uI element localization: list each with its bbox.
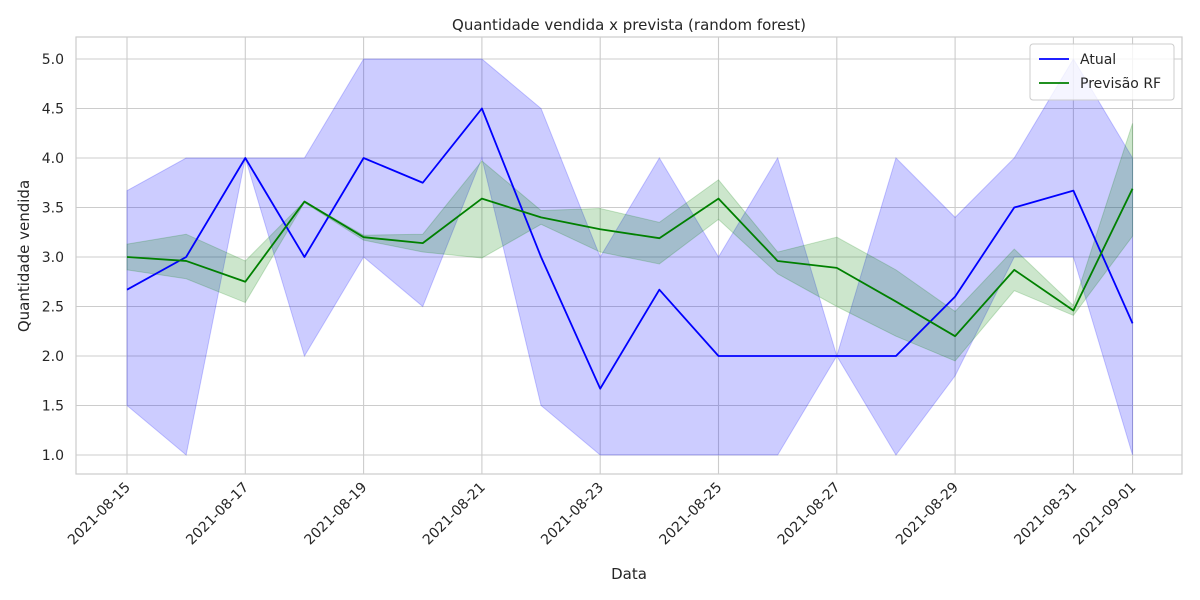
y-tick-label: 1.5 <box>42 399 64 415</box>
y-tick-label: 3.5 <box>42 201 64 217</box>
y-tick-label: 2.0 <box>42 349 64 365</box>
x-axis-label: Data <box>611 565 647 583</box>
legend-box <box>1029 43 1175 101</box>
legend: Atual Previsão RF <box>1029 43 1175 101</box>
band-series-1 <box>126 123 1134 362</box>
line-series-0 <box>126 107 1134 390</box>
grid <box>76 37 1182 474</box>
y-axis-label: Quantidade vendida <box>15 180 33 332</box>
y-tick-label: 4.0 <box>42 151 64 167</box>
line-series-1 <box>126 188 1134 338</box>
chart-title: Quantidade vendida x prevista (random fo… <box>452 16 806 34</box>
plot-frame <box>75 36 1183 475</box>
series-lines <box>126 107 1134 390</box>
y-axis-ticks: 1.0 1.5 2.0 2.5 3.0 3.5 4.0 4.5 5.0 <box>42 52 64 464</box>
y-tick-label: 5.0 <box>42 52 64 68</box>
legend-label-0: Atual <box>1080 52 1116 68</box>
y-tick-label: 4.5 <box>42 102 64 118</box>
legend-label-1: Previsão RF <box>1080 76 1161 92</box>
y-tick-label: 2.5 <box>42 300 64 316</box>
y-tick-label: 1.0 <box>42 448 64 464</box>
y-tick-label: 3.0 <box>42 250 64 266</box>
